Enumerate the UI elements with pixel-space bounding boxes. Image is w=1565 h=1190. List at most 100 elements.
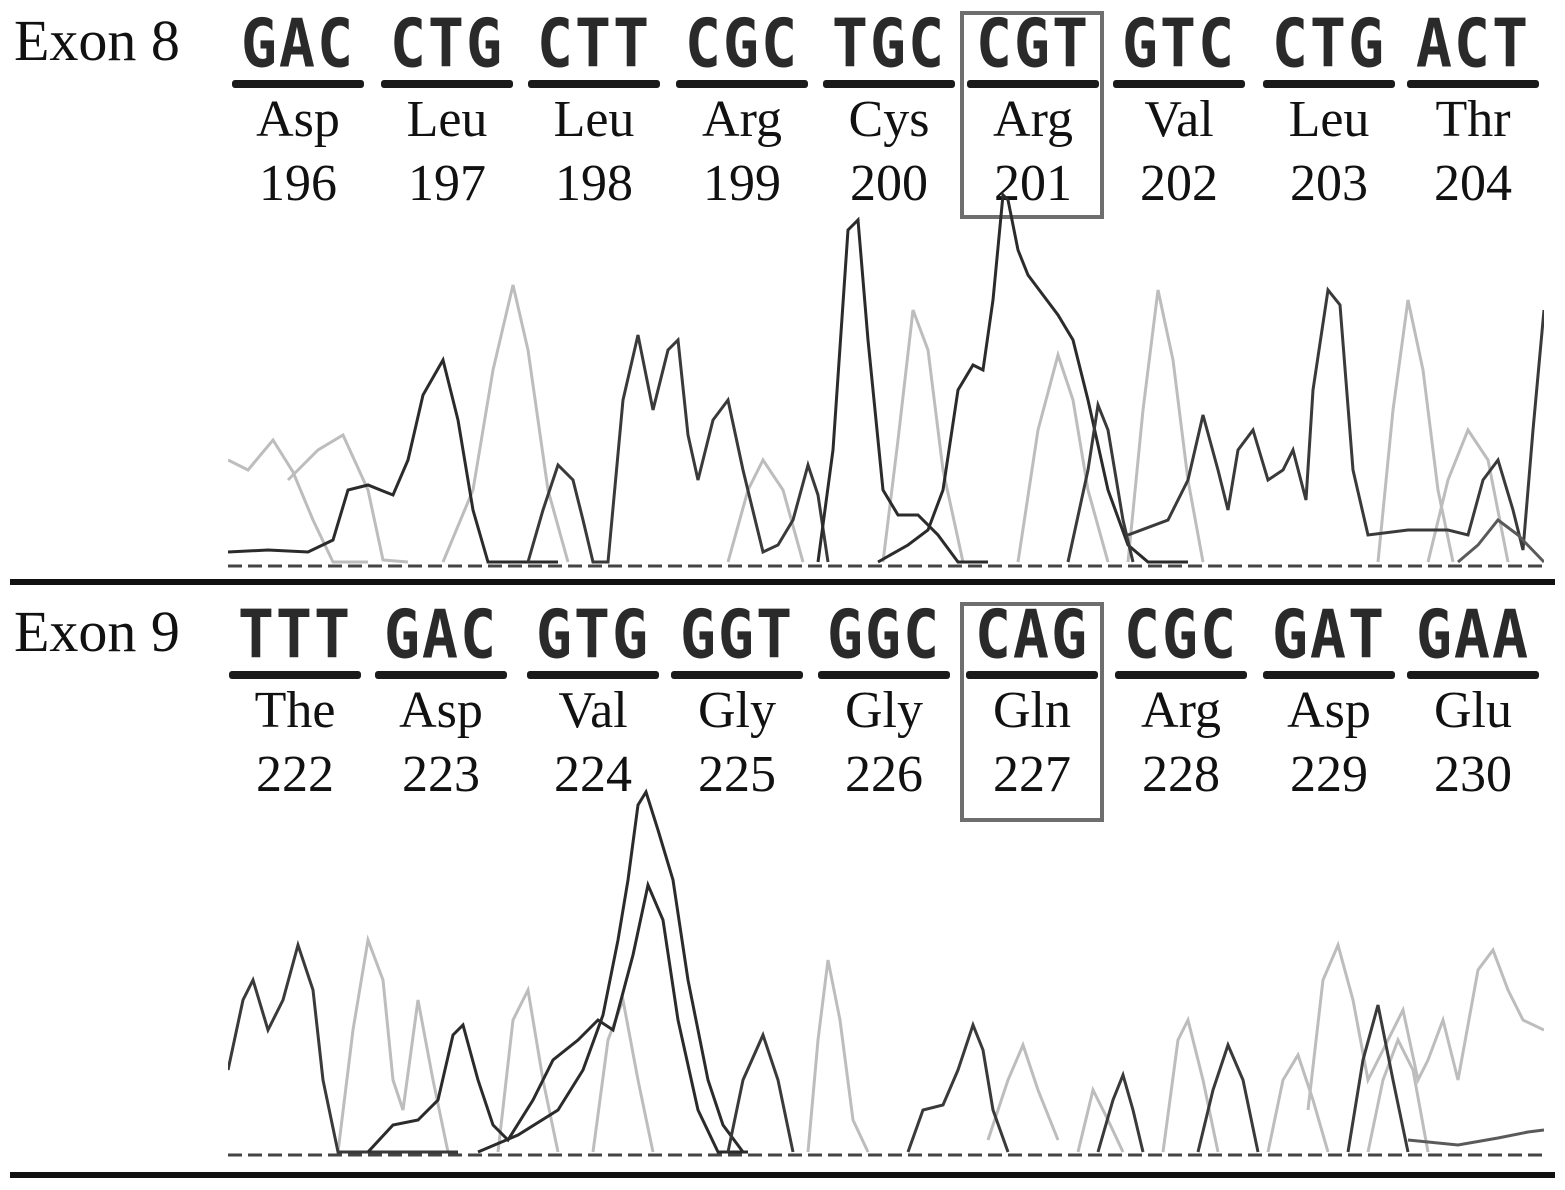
trace-light-e	[881, 309, 965, 563]
codon-underline	[1263, 80, 1395, 88]
residue-number: 228	[1142, 746, 1220, 803]
trace-dark-h	[1346, 1004, 1410, 1153]
codon: CGC Arg 199	[669, 10, 815, 212]
codon-underline	[676, 80, 808, 88]
amino-acid-label: Asp	[256, 91, 340, 148]
codon: CTG Leu 203	[1256, 10, 1402, 210]
trace-dark-a	[228, 356, 558, 564]
codon-underline	[1407, 80, 1539, 88]
trace-dark-b	[366, 880, 748, 1154]
residue-number: 229	[1290, 746, 1368, 803]
amino-acid-label: Arg	[702, 91, 782, 148]
codon-underline	[528, 80, 660, 88]
trace-light-g	[1126, 289, 1205, 563]
residue-number: 200	[850, 155, 928, 212]
codon-underline	[1263, 671, 1395, 679]
codon-underline	[1113, 80, 1245, 88]
trace-light-h	[1266, 1051, 1330, 1153]
trace-light-f	[1076, 1085, 1125, 1153]
amino-acid-label: Arg	[1141, 682, 1221, 739]
trace-light-h	[1376, 299, 1455, 563]
codon-underline	[381, 80, 513, 88]
codon: GAC Asp 223	[368, 601, 514, 803]
residue-number: 202	[1140, 155, 1218, 212]
trace-dark-c	[477, 788, 745, 1154]
trace-light-i	[1306, 940, 1544, 1111]
exon-label: Exon 8	[14, 8, 180, 73]
codon: GAC Asp 196	[225, 10, 371, 212]
residue-number: 223	[402, 746, 480, 803]
trace-light-b	[496, 985, 560, 1153]
residue-number: 204	[1434, 155, 1512, 212]
chromatogram-trace	[228, 788, 1544, 1157]
residue-number: 230	[1434, 746, 1512, 803]
trace-light-d	[726, 457, 805, 563]
chromatogram-trace	[228, 191, 1544, 568]
mutation-highlight-box	[960, 11, 1104, 219]
amino-acid-label: Gln	[993, 682, 1071, 739]
amino-acid-label: Gly	[845, 682, 923, 739]
residue-number: 199	[703, 155, 781, 212]
codon-underline	[375, 671, 507, 679]
codon-sequence: GAT	[1271, 595, 1387, 675]
codon-sequence: GAA	[1415, 595, 1531, 675]
mutation-highlight-box	[960, 602, 1104, 822]
trace-light-c	[591, 994, 655, 1153]
amino-acid-label: Cys	[848, 91, 930, 148]
codon-underline	[232, 80, 364, 88]
trace-dark-d	[877, 191, 1188, 564]
amino-acid-label: Leu	[1288, 91, 1370, 148]
trace-dark-b	[526, 334, 830, 564]
codon-sequence: TTT	[237, 595, 353, 675]
residue-number: 222	[256, 746, 334, 803]
trace-dark-g	[1196, 1040, 1260, 1153]
trace-dark-e	[1066, 399, 1135, 563]
codon-underline	[527, 671, 659, 679]
trace-light-f	[1016, 349, 1110, 563]
exon-9-panel: Exon 9 TTT The 222 GAC Asp 223 GTG Val 2…	[0, 585, 1565, 1190]
codon-sequence: TGC	[831, 4, 947, 84]
codon: TTT The 222	[222, 601, 368, 803]
codon: CTG Leu 197	[374, 10, 520, 210]
residue-number: 225	[698, 746, 776, 803]
trace-dark-c	[816, 216, 988, 564]
trace-mid-a	[1457, 517, 1544, 564]
trace-light-g	[1161, 1015, 1220, 1153]
residue-number: 198	[555, 155, 633, 212]
amino-acid-label: Asp	[399, 682, 483, 739]
codon-sequence: GGT	[679, 595, 795, 675]
codon: ACT Thr 204	[1400, 10, 1546, 212]
trace-light-a	[336, 934, 450, 1153]
trace-dark-a	[228, 939, 458, 1154]
amino-acid-label: Leu	[406, 91, 488, 148]
trace-mid-a	[1407, 1128, 1544, 1147]
codon-sequence: GGC	[826, 595, 942, 675]
codon-sequence: CAG	[974, 595, 1090, 675]
codon-sequence: CGC	[684, 4, 800, 84]
trace-light-c	[441, 284, 570, 563]
codon-sequence: GTC	[1121, 4, 1237, 84]
residue-number: 226	[845, 746, 923, 803]
codon: CGT Arg 201	[960, 10, 1106, 210]
trace-light-d	[806, 959, 870, 1153]
codon-underline	[823, 80, 955, 88]
amino-acid-label: Val	[558, 682, 628, 739]
codon-sequence: CTT	[536, 4, 652, 84]
amino-acid-label: Glu	[1434, 682, 1512, 739]
trace-dark-f	[1096, 1070, 1145, 1153]
codon-underline	[818, 671, 950, 679]
amino-acid-label: Leu	[553, 91, 635, 148]
residue-number: 196	[259, 155, 337, 212]
trace-light-j	[1366, 1036, 1430, 1153]
residue-number: 227	[993, 746, 1071, 803]
codon: GGC Gly 226	[811, 601, 957, 803]
codon-underline	[1115, 671, 1247, 679]
codon-sequence: GAC	[383, 595, 499, 675]
codon-sequence: GAC	[240, 4, 356, 84]
codon: GGT Gly 225	[664, 601, 810, 803]
codon-underline	[229, 671, 361, 679]
panel-divider	[10, 1172, 1555, 1178]
codon-underline	[671, 671, 803, 679]
codon: TGC Cys 200	[816, 10, 962, 212]
codon: CGC Arg 228	[1108, 601, 1254, 803]
